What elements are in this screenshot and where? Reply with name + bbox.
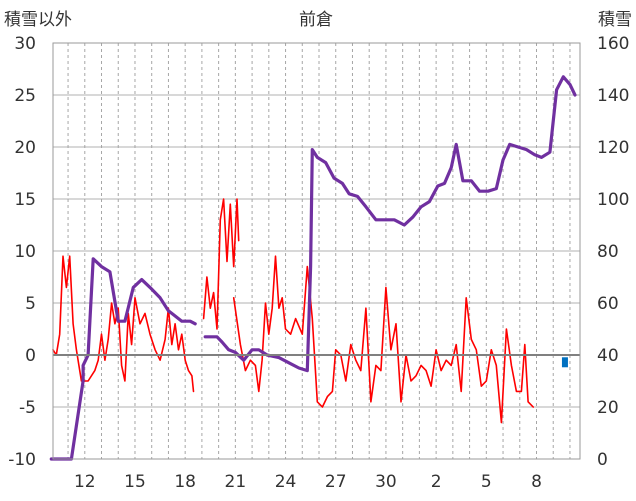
plot-border [52, 42, 581, 460]
temperature-line-segment [232, 255, 535, 424]
y-right-tick-label: 120 [597, 138, 629, 158]
x-tick-label: 5 [481, 472, 492, 492]
x-tick-label: 12 [74, 472, 96, 492]
data-marker [561, 357, 568, 368]
y-left-tick-label: -10 [8, 450, 36, 470]
plot-frame [52, 42, 581, 460]
y-right-tick-label: 140 [597, 86, 629, 106]
y-right-tick-label: 40 [597, 346, 619, 366]
y-left-tick-label: 10 [14, 242, 36, 262]
y-right-tick-label: 80 [597, 242, 619, 262]
y-right-tick-label: 100 [597, 190, 629, 210]
y-left-tick-label: 5 [25, 294, 36, 314]
left-axis-title: 積雪以外 [4, 10, 72, 30]
y-left-tick-label: 20 [14, 138, 36, 158]
series-layer [49, 75, 577, 461]
y-left-tick-label: 25 [14, 86, 36, 106]
y-left-tick-label: -5 [19, 398, 36, 418]
temperature-line-segment [52, 255, 195, 393]
y-right-tick-label: 60 [597, 294, 619, 314]
x-tick-label: 27 [325, 472, 347, 492]
x-tick-label: 30 [375, 472, 397, 492]
x-tick-label: 24 [275, 472, 297, 492]
y-left-tick-label: 30 [14, 34, 36, 54]
chart-title: 前倉 [299, 10, 333, 30]
right-axis-title: 積雪 [598, 10, 632, 30]
y-left-tick-label: 15 [14, 190, 36, 210]
y-right-tick-label: 0 [597, 450, 608, 470]
y-right-tick-label: 160 [597, 34, 629, 54]
x-tick-label: 15 [124, 472, 146, 492]
x-tick-label: 21 [225, 472, 247, 492]
x-tick-label: 18 [174, 472, 196, 492]
temperature-line-segment [202, 198, 240, 330]
x-tick-label: 2 [431, 472, 442, 492]
y-right-tick-label: 20 [597, 398, 619, 418]
x-tick-label: 8 [531, 472, 542, 492]
y-left-tick-label: 0 [25, 346, 36, 366]
snow-depth-line-segment [49, 257, 197, 461]
